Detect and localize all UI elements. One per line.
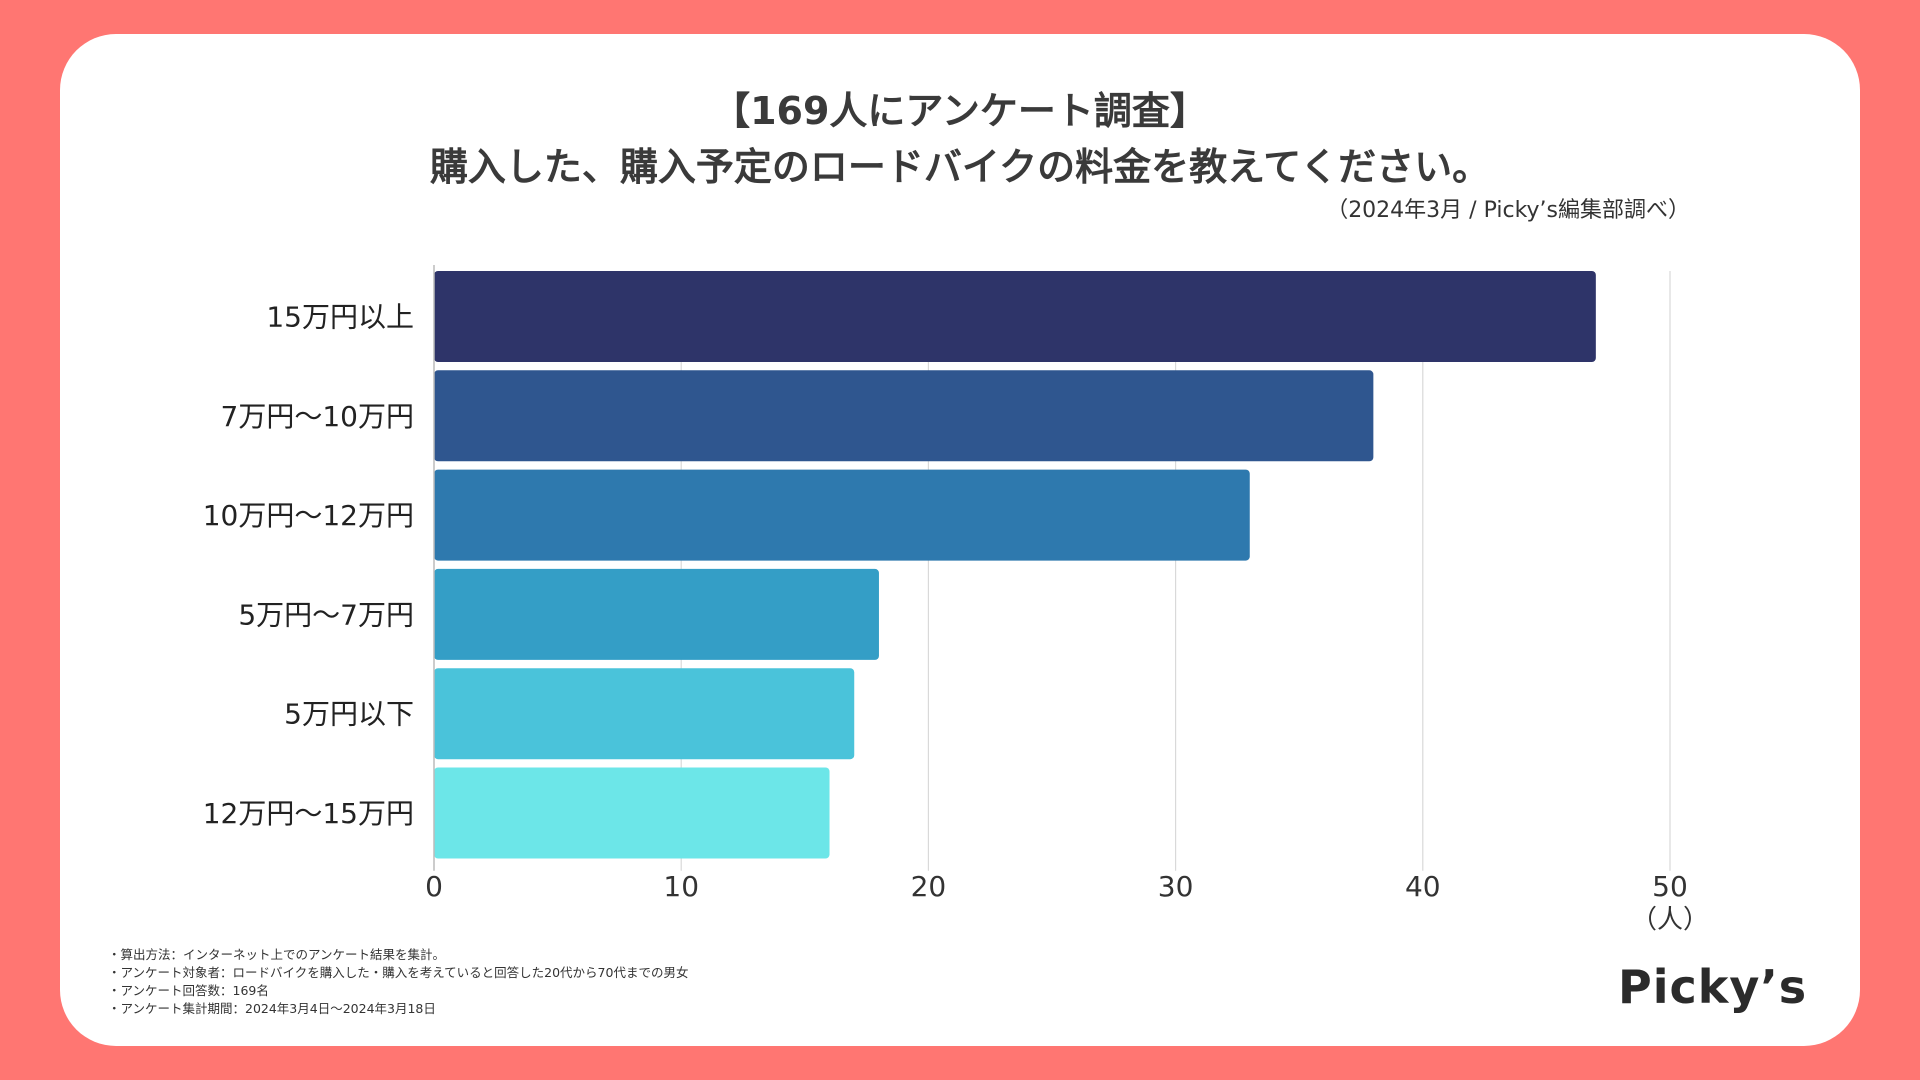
bar	[434, 767, 830, 859]
category-label: 5万円以下	[284, 698, 414, 731]
chart-title-line2: 購入した、購入予定のロードバイクの料金を教えてください。	[429, 145, 1491, 189]
note-line: ・アンケート回答数：169名	[108, 983, 269, 998]
note-line: ・アンケート集計期間：2024年3月4日〜2024年3月18日	[108, 1001, 436, 1016]
bar-chart: 15万円以上 7万円〜10万円 10万円〜12万円 5万円〜7万円 5万円以下 12万円〜…	[203, 265, 1709, 935]
brand-logo: Picky’s	[1618, 960, 1808, 1014]
category-label: 5万円〜7万円	[238, 598, 414, 631]
bars	[434, 271, 1596, 859]
bar	[434, 469, 1250, 561]
category-label: 15万円以上	[266, 301, 414, 334]
x-unit-label: （人）	[1631, 905, 1709, 935]
tick-labels: 0 10 20 30 40 50	[425, 870, 1688, 903]
bar	[434, 668, 855, 760]
bar	[434, 370, 1374, 462]
category-label: 10万円〜12万円	[203, 499, 414, 532]
x-tick-label: 50	[1652, 870, 1688, 903]
x-tick-label: 0	[425, 870, 443, 903]
chart-title-line1: 【169人にアンケート調査】	[712, 89, 1208, 133]
x-tick-label: 30	[1158, 870, 1194, 903]
survey-notes: ・算出方法：インターネット上でのアンケート結果を集計。 ・アンケート対象者：ロー…	[108, 946, 688, 1018]
category-labels: 15万円以上 7万円〜10万円 10万円〜12万円 5万円〜7万円 5万円以下 12万円〜…	[203, 301, 414, 831]
category-label: 7万円〜10万円	[221, 400, 414, 433]
bar	[434, 568, 879, 660]
bar	[434, 271, 1596, 362]
x-tick-label: 20	[911, 870, 947, 903]
category-label: 12万円〜15万円	[203, 797, 414, 830]
x-tick-label: 40	[1405, 870, 1441, 903]
chart-card: 【169人にアンケート調査】 購入した、購入予定のロードバイクの料金を教えてくだ…	[60, 34, 1860, 1046]
note-line: ・アンケート対象者：ロードバイクを購入した・購入を考えていると回答した20代から…	[108, 965, 689, 980]
chart-subtitle: （2024年3月 / Picky’s編集部調べ）	[1326, 198, 1690, 223]
x-tick-label: 10	[663, 870, 699, 903]
note-line: ・算出方法：インターネット上でのアンケート結果を集計。	[108, 947, 446, 962]
